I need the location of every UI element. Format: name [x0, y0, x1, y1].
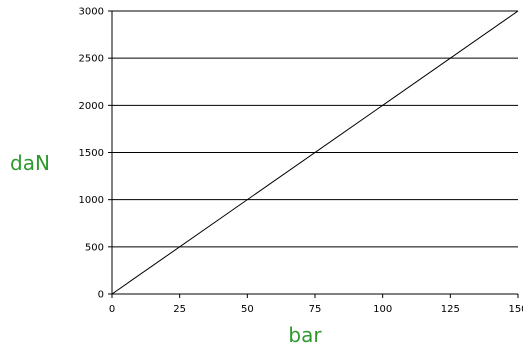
x-axis-label: bar	[288, 323, 322, 347]
y-tick-label: 2000	[79, 101, 104, 112]
y-tick-label: 1000	[79, 195, 104, 206]
x-tick-label: 75	[309, 304, 322, 315]
x-tick-label: 150	[508, 304, 523, 315]
y-tick-label: 2500	[79, 54, 104, 65]
x-tick-label: 50	[241, 304, 254, 315]
y-tick-label: 1500	[79, 148, 104, 159]
x-tick-label: 125	[441, 304, 460, 315]
series	[111, 10, 519, 295]
series-line	[111, 10, 519, 295]
y-tick-label: 3000	[79, 7, 104, 18]
y-tick-label: 500	[85, 242, 104, 253]
grid-lines	[112, 10, 518, 248]
x-ticks: 0 25 50 75 100 125 150	[109, 294, 523, 315]
y-axis-label: daN	[10, 151, 50, 175]
y-ticks: 0 500 1000 1500 2000 2500 3000	[79, 7, 112, 301]
x-tick-label: 100	[373, 304, 392, 315]
x-tick-label: 0	[109, 304, 115, 315]
x-tick-label: 25	[173, 304, 186, 315]
y-tick-label: 0	[98, 290, 104, 301]
